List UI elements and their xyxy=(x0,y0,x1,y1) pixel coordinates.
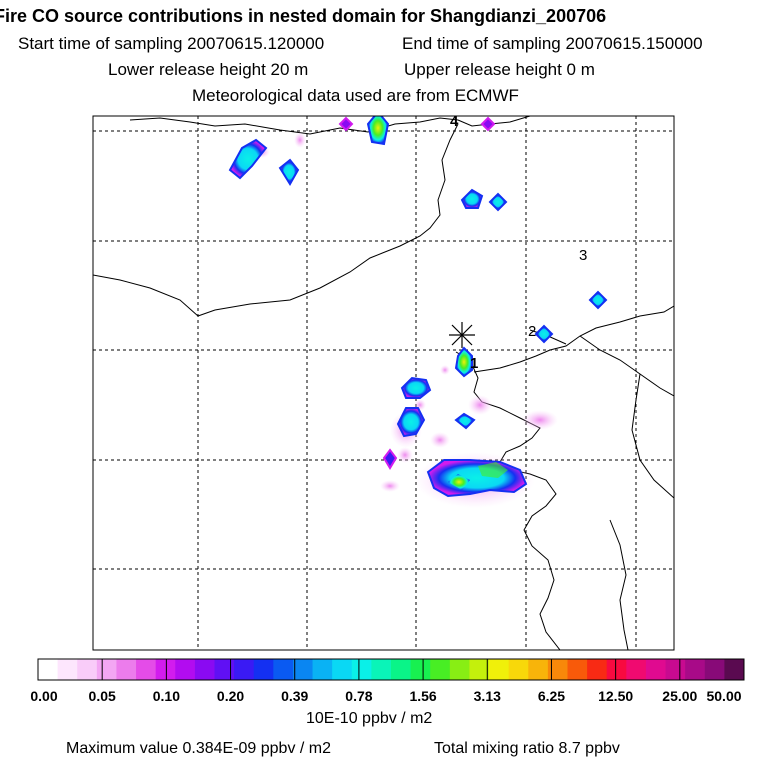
coastlines xyxy=(93,116,674,650)
site-label-3: 3 xyxy=(579,247,587,264)
colorbar-cell xyxy=(253,659,274,680)
colorbar-cell xyxy=(77,659,98,680)
colorbar-cell xyxy=(645,659,667,680)
colorbar-cell xyxy=(685,659,706,680)
colorbar-tick-label: 50.00 xyxy=(706,688,742,704)
site-label-2: 2 xyxy=(528,323,536,340)
colorbar-cell xyxy=(155,659,176,680)
colorbar-cell xyxy=(234,659,255,680)
colorbar-tick-label: 25.00 xyxy=(662,688,698,704)
grid-lines xyxy=(93,116,674,650)
colorbar-cell xyxy=(665,659,686,680)
colorbar-tick-label: 0.10 xyxy=(152,688,180,704)
colorbar-tick-label: 1.56 xyxy=(409,688,437,704)
colorbar-cell xyxy=(547,659,568,680)
maximum-value-label: Maximum value 0.384E-09 ppbv / m2 xyxy=(66,740,332,757)
colorbar-cell xyxy=(292,659,314,680)
colorbar-tick-label: 12.50 xyxy=(598,688,634,704)
colorbar-cell xyxy=(410,659,431,680)
colorbar-tick-label: 0.00 xyxy=(30,688,58,704)
start-time-label: Start time of sampling 20070615.120000 xyxy=(18,34,325,53)
colorbar-cell xyxy=(489,659,510,680)
colorbar-cell xyxy=(704,659,725,680)
colorbar-cell xyxy=(332,659,353,680)
colorbar-outline xyxy=(37,658,745,681)
colorbar-cell xyxy=(312,659,333,680)
map-frame xyxy=(92,115,675,651)
colorbar-tick-label: 3.13 xyxy=(473,688,501,704)
colorbar-cell xyxy=(724,659,745,680)
colorbar xyxy=(37,658,745,681)
colorbar-cell xyxy=(587,659,608,680)
end-time-label: End time of sampling 20070615.150000 xyxy=(402,34,703,53)
colorbar-tick-label: 0.39 xyxy=(281,688,309,704)
asterisk-icon xyxy=(449,322,475,348)
colorbar-cell xyxy=(175,659,196,680)
colorbar-cell xyxy=(273,659,294,680)
colorbar-cell xyxy=(606,659,627,680)
colorbar-cell xyxy=(96,659,117,680)
colorbar-cell xyxy=(38,659,59,680)
colorbar-cell xyxy=(391,659,412,680)
colorbar-cell xyxy=(214,659,235,680)
colorbar-cell xyxy=(371,659,392,680)
site-label-4: 4 xyxy=(450,113,459,130)
colorbar-cell xyxy=(449,659,470,680)
concentration-plumes xyxy=(228,116,608,498)
colorbar-cell xyxy=(194,659,215,680)
site-label-1: 1 xyxy=(470,355,478,372)
colorbar-tick-label: 6.25 xyxy=(537,688,566,704)
colorbar-cell xyxy=(136,659,157,680)
colorbar-cell xyxy=(528,659,549,680)
colorbar-cell xyxy=(469,659,490,680)
colorbar-tick-label: 0.20 xyxy=(216,688,245,704)
colorbar-cell xyxy=(567,659,588,680)
colorbar-cell xyxy=(508,659,529,680)
plot-title: Fire CO source contributions in nested d… xyxy=(0,6,607,26)
colorbar-cell xyxy=(430,659,451,680)
colorbar-units-label: 10E-10 ppbv / m2 xyxy=(306,710,433,727)
meteorological-data-label: Meteorological data used are from ECMWF xyxy=(192,86,519,105)
total-mixing-ratio-label: Total mixing ratio 8.7 ppbv xyxy=(434,740,620,757)
colorbar-tick-label: 0.05 xyxy=(88,688,116,704)
colorbar-cell xyxy=(626,659,647,680)
colorbar-tick-label: 0.78 xyxy=(345,688,373,704)
upper-release-height-label: Upper release height 0 m xyxy=(404,60,595,79)
colorbar-cell xyxy=(57,659,78,680)
lower-release-height-label: Lower release height 20 m xyxy=(108,60,309,79)
concentration-haze xyxy=(254,132,558,508)
colorbar-cell xyxy=(116,659,137,680)
colorbar-cell xyxy=(351,659,372,680)
